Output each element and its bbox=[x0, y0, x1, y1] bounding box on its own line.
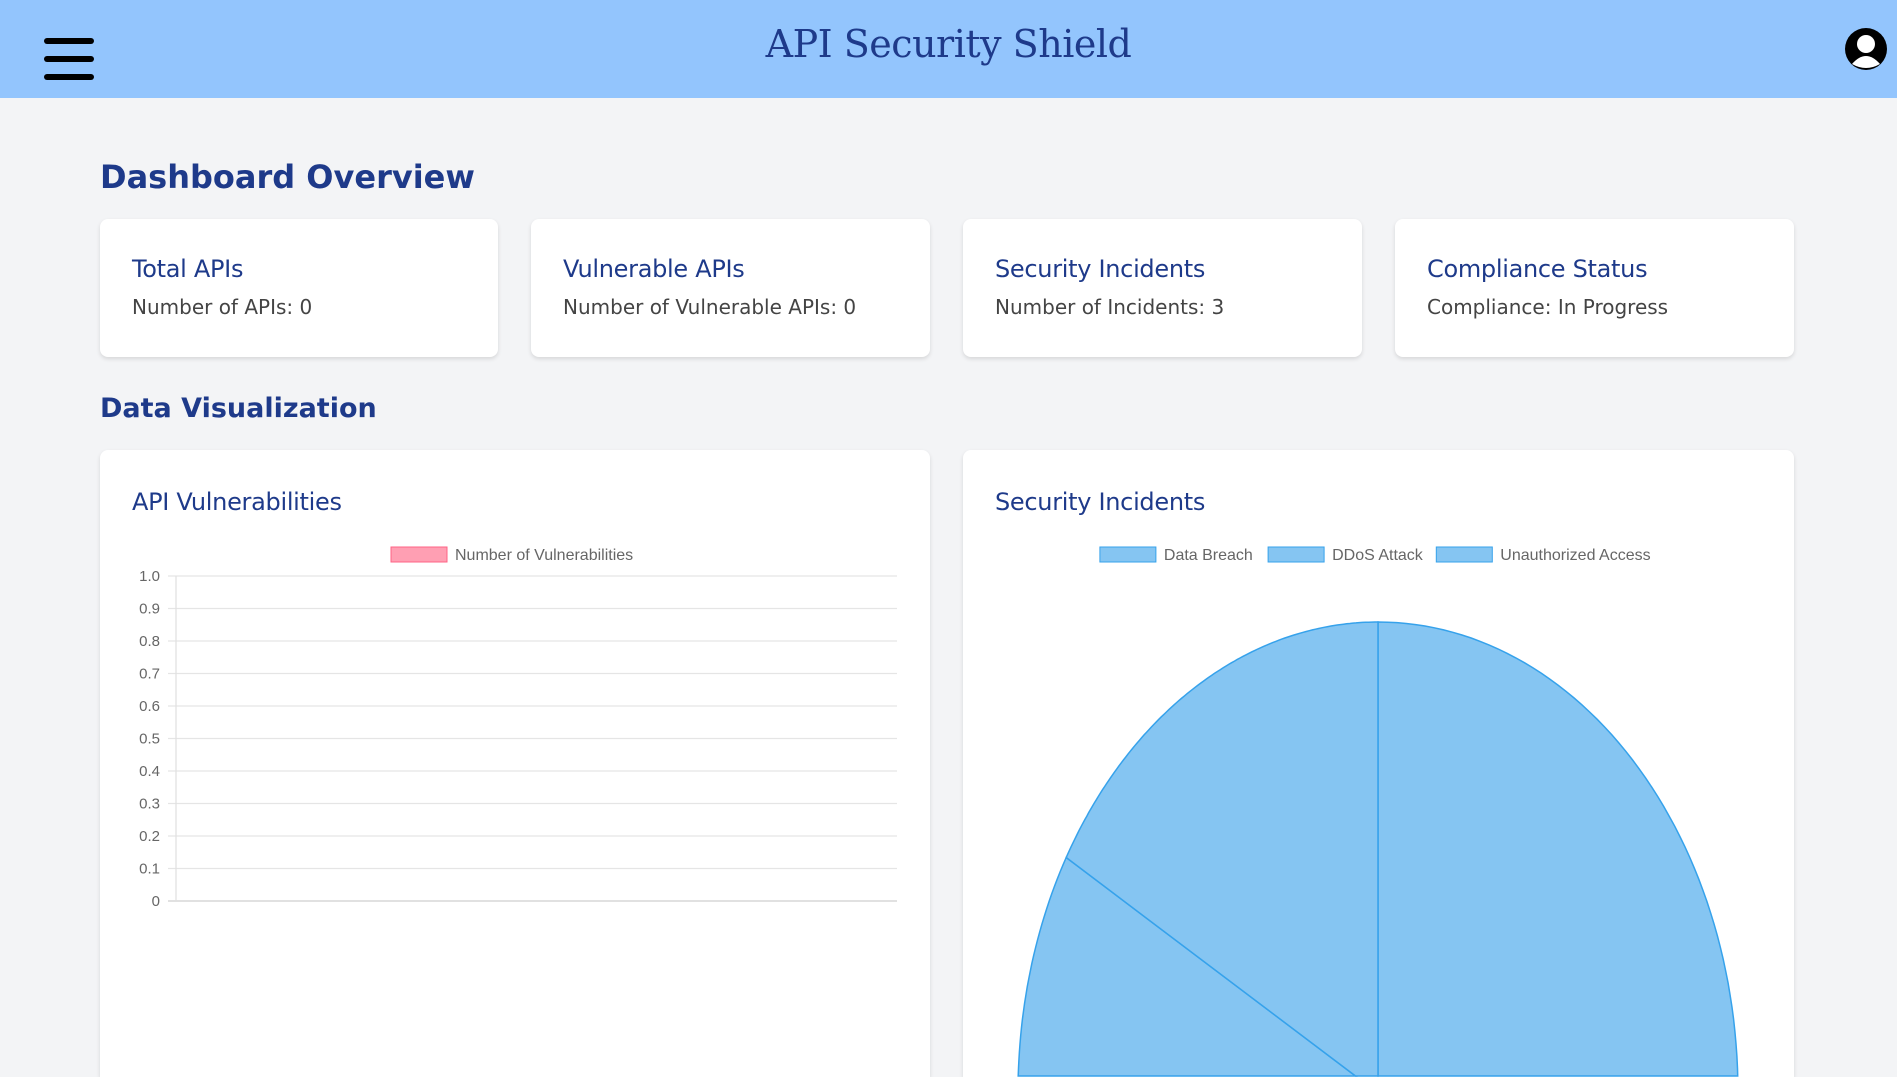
security-incidents-card: Security Incidents Number of Incidents: … bbox=[963, 219, 1362, 357]
compliance-status-card: Compliance Status Compliance: In Progres… bbox=[1395, 219, 1794, 357]
y-tick-label: 0.1 bbox=[139, 861, 160, 878]
legend-swatch bbox=[390, 546, 448, 563]
legend-label: Data Breach bbox=[1164, 547, 1253, 564]
pie-slice-unauthorized-access bbox=[1065, 621, 1379, 1077]
card-title: Vulnerable APIs bbox=[563, 255, 745, 283]
card-title: Compliance Status bbox=[1427, 255, 1648, 283]
app-header: API Security Shield bbox=[0, 0, 1897, 98]
y-tick-label: 0 bbox=[152, 893, 160, 910]
chart-title: Security Incidents bbox=[995, 488, 1206, 516]
y-tick-label: 0.9 bbox=[139, 601, 160, 618]
chart-title: API Vulnerabilities bbox=[132, 488, 342, 516]
dashboard-overview-heading: Dashboard Overview bbox=[100, 158, 475, 196]
legend-swatch bbox=[1267, 546, 1325, 563]
y-tick-label: 0.2 bbox=[139, 828, 160, 845]
api-vulnerabilities-chart-card: API Vulnerabilities bbox=[100, 450, 930, 1077]
y-tick-label: 1.0 bbox=[139, 568, 160, 585]
card-value: Number of Incidents: 3 bbox=[995, 295, 1225, 319]
legend-label: DDoS Attack bbox=[1332, 547, 1424, 564]
y-tick-label: 0.7 bbox=[139, 666, 160, 683]
total-apis-card: Total APIs Number of APIs: 0 bbox=[100, 219, 498, 357]
y-tick-label: 0.5 bbox=[139, 731, 160, 748]
y-tick-label: 0.6 bbox=[139, 698, 160, 715]
data-visualization-heading: Data Visualization bbox=[100, 393, 377, 424]
hamburger-menu-icon[interactable] bbox=[44, 38, 94, 80]
card-title: Total APIs bbox=[132, 255, 244, 283]
card-title: Security Incidents bbox=[995, 255, 1206, 283]
legend-label: Number of Vulnerabilities bbox=[455, 547, 633, 564]
card-value: Number of Vulnerable APIs: 0 bbox=[563, 295, 857, 319]
pie-slice-data-breach bbox=[1377, 621, 1739, 1077]
legend-label: Unauthorized Access bbox=[1500, 547, 1650, 564]
card-value: Number of APIs: 0 bbox=[132, 295, 313, 319]
card-value: Compliance: In Progress bbox=[1427, 295, 1669, 319]
y-tick-label: 0.4 bbox=[139, 763, 160, 780]
vulnerable-apis-card: Vulnerable APIs Number of Vulnerable API… bbox=[531, 219, 930, 357]
legend-swatch bbox=[1099, 546, 1157, 563]
app-title: API Security Shield bbox=[765, 22, 1132, 66]
legend-swatch bbox=[1435, 546, 1493, 563]
y-tick-label: 0.3 bbox=[139, 796, 160, 813]
y-tick-label: 0.8 bbox=[139, 633, 160, 650]
pie-slice-ddos-attack bbox=[1017, 856, 1358, 1077]
user-avatar-icon[interactable] bbox=[1843, 26, 1889, 72]
